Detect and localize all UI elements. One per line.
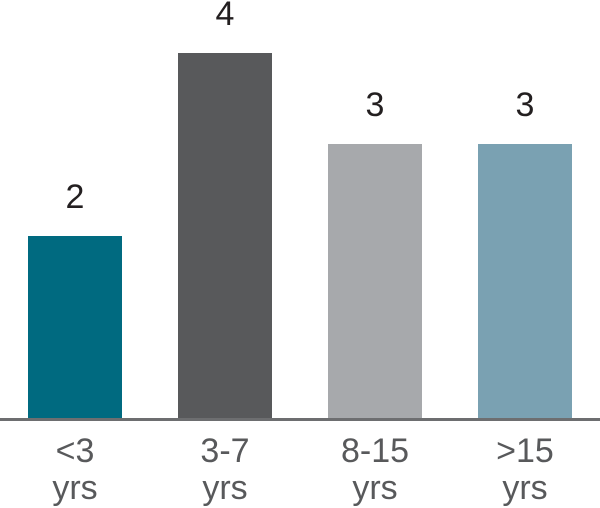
x-axis-label-line: yrs bbox=[202, 469, 248, 507]
bar bbox=[178, 53, 272, 418]
bar-column: 4 bbox=[150, 0, 300, 418]
bar-value-label: 3 bbox=[365, 86, 385, 125]
x-axis-label: 3-7 yrs bbox=[150, 433, 300, 507]
bar-column: 2 bbox=[0, 177, 150, 418]
bar-value-label: 4 bbox=[215, 0, 235, 33]
bar-column: 3 bbox=[300, 86, 450, 418]
bar bbox=[328, 144, 422, 418]
bar-value-label: 3 bbox=[515, 86, 535, 125]
bar bbox=[28, 235, 122, 418]
x-axis-label: <3 yrs bbox=[0, 433, 150, 507]
x-axis-label-line: 8-15 bbox=[340, 432, 410, 470]
x-axis-label-line: yrs bbox=[352, 469, 398, 507]
x-axis-labels-row: <3 yrs 3-7 yrs 8-15 yrs >15 yrs bbox=[0, 433, 600, 507]
x-axis-line bbox=[0, 418, 600, 421]
x-axis-label-line: 3-7 bbox=[200, 432, 250, 470]
x-axis-label: >15 yrs bbox=[450, 433, 600, 507]
bars-row: 2 4 3 3 bbox=[0, 0, 600, 418]
x-axis-label: 8-15 yrs bbox=[300, 433, 450, 507]
x-axis-label-line: <3 bbox=[55, 432, 95, 470]
x-axis-label-line: >15 bbox=[496, 432, 554, 470]
x-axis-label-line: yrs bbox=[502, 469, 548, 507]
bar-value-label: 2 bbox=[65, 177, 85, 216]
x-axis-label-line: yrs bbox=[52, 469, 98, 507]
bar-column: 3 bbox=[450, 86, 600, 418]
bar bbox=[478, 144, 572, 418]
